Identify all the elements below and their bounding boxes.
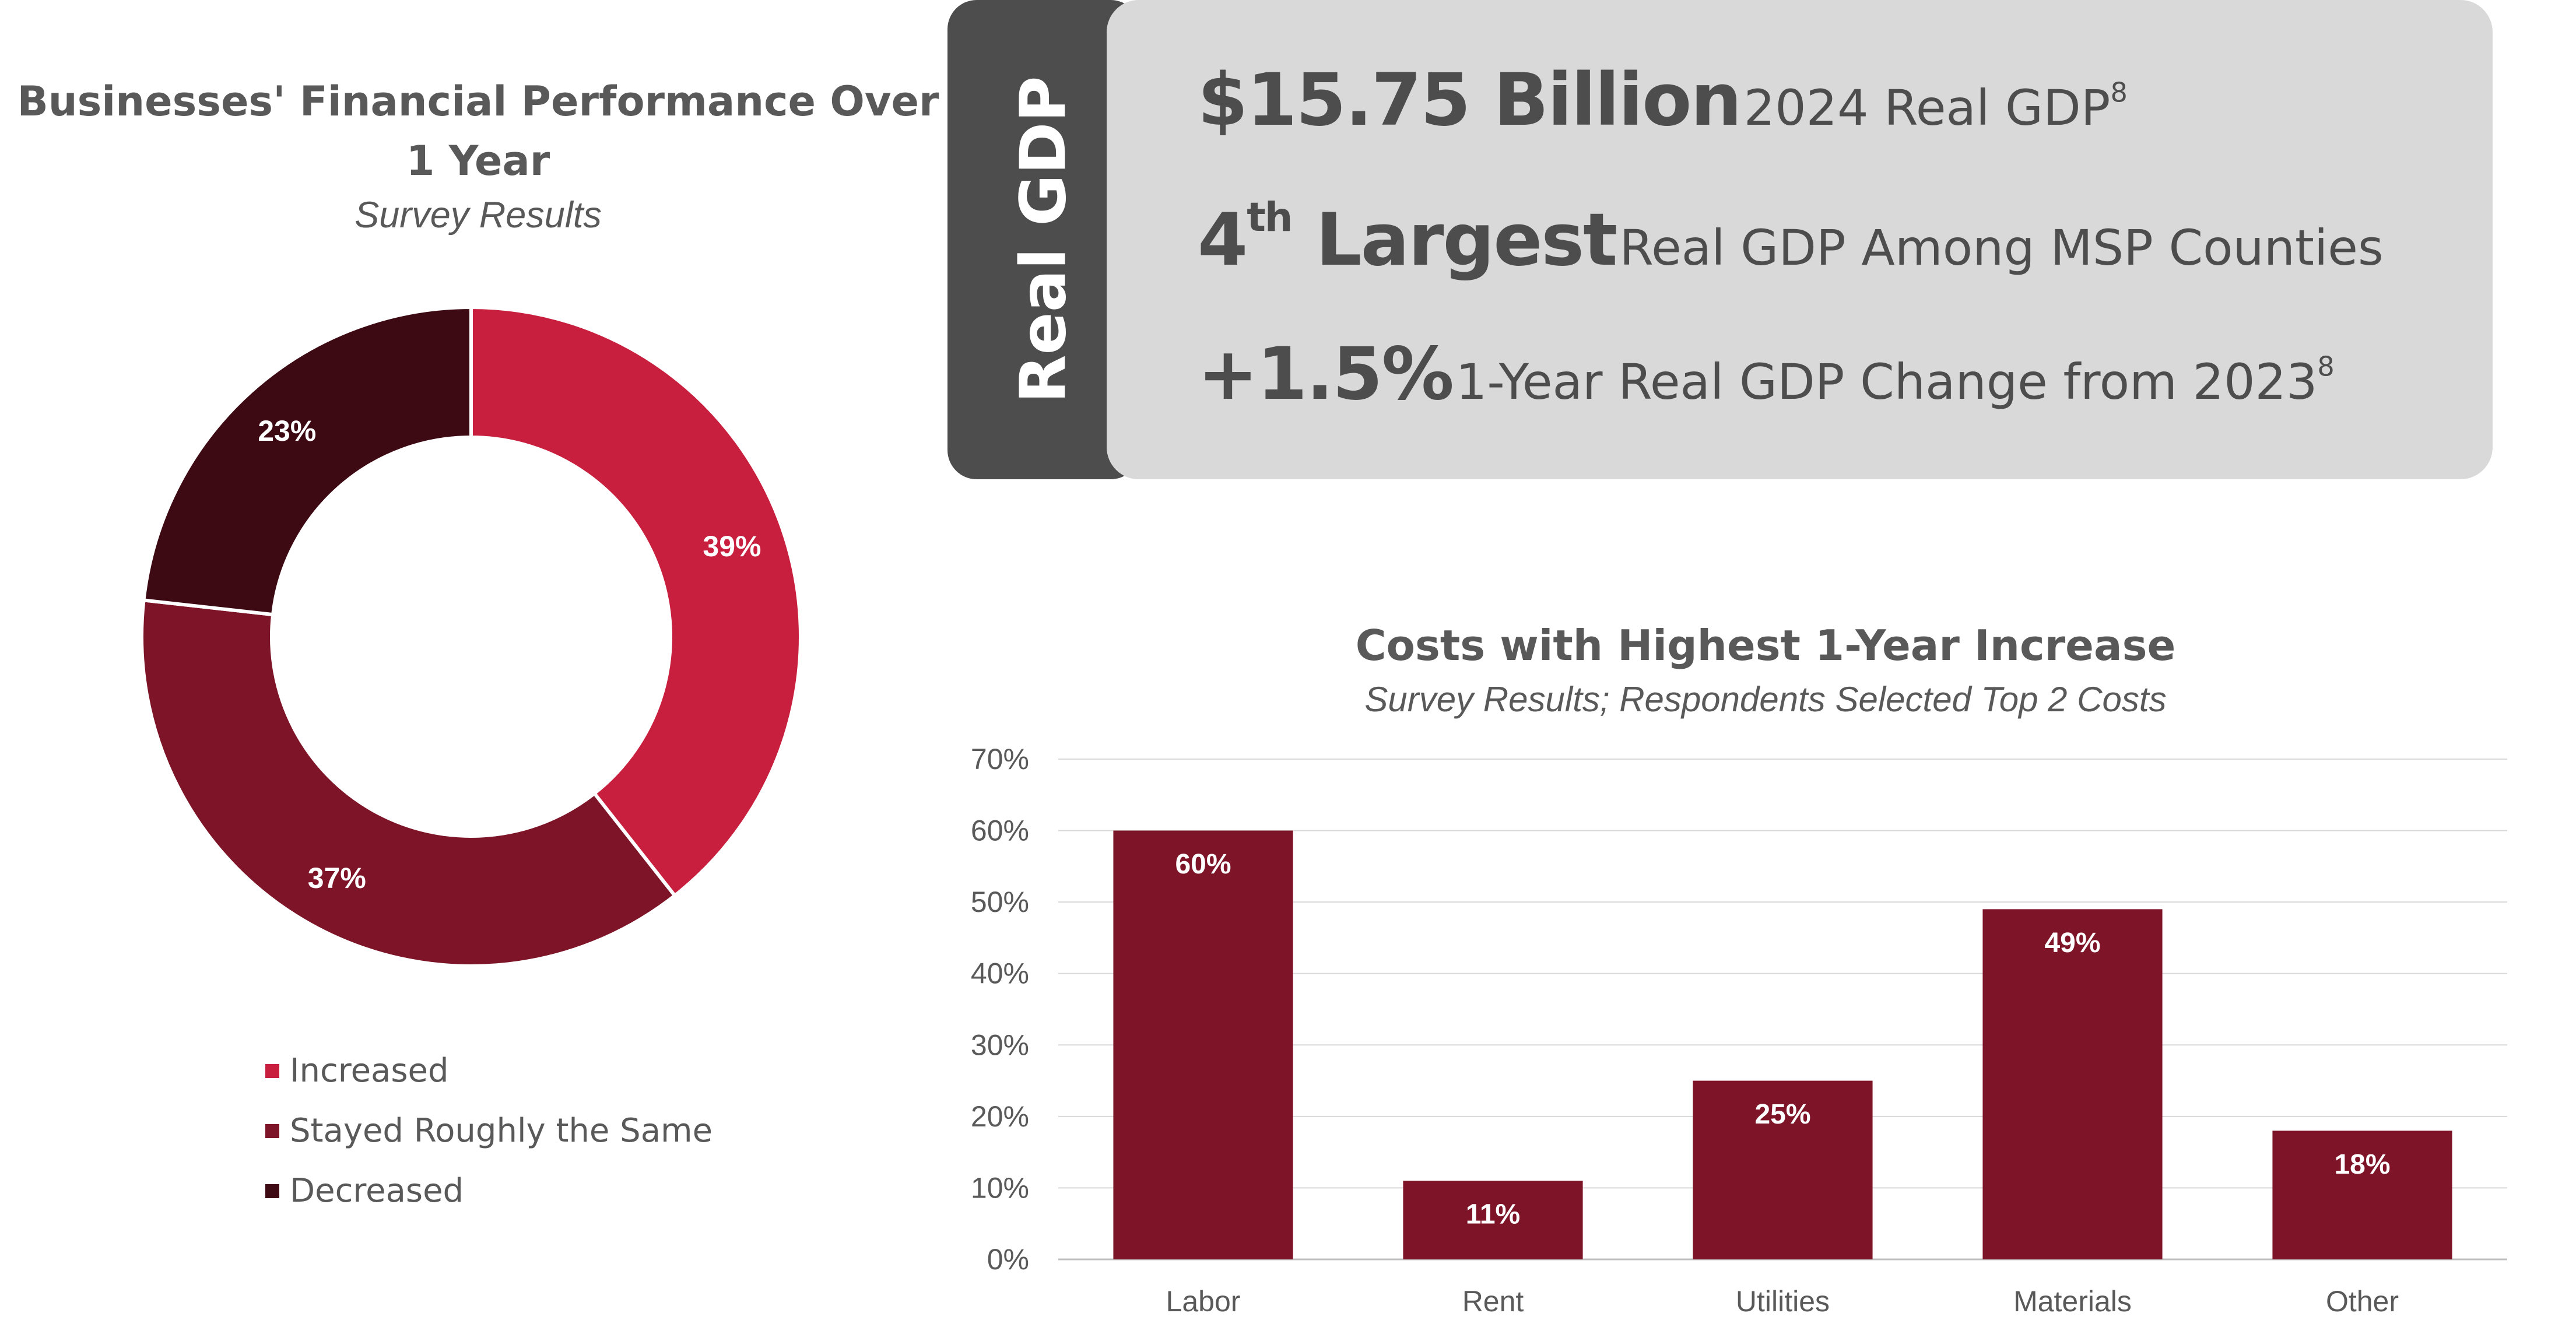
y-tick-label: 60%: [971, 815, 1029, 847]
legend-label-decreased: Decreased: [290, 1172, 464, 1210]
bar-data-label: 60%: [1175, 849, 1231, 880]
gdp-stat-change-label: 1-Year Real GDP Change from 20238: [1456, 353, 2335, 410]
gdp-stat-total: $15.75 Billion 2024 Real GDP8: [1198, 58, 2128, 142]
y-tick-label: 30%: [971, 1028, 1029, 1061]
legend-swatch-stayed-same: [265, 1124, 279, 1138]
donut-slice-stayed-same: [140, 598, 678, 968]
gdp-stat-rank-value: 4th Largest: [1198, 195, 1618, 282]
gdp-stat-total-label-text: 2024 Real GDP: [1743, 79, 2111, 136]
y-tick-label: 50%: [971, 886, 1029, 918]
gdp-stat-rank-label: Real GDP Among MSP Counties: [1619, 219, 2384, 276]
donut-slice-increased: [469, 305, 802, 898]
bar-data-label: 25%: [1754, 1099, 1810, 1130]
gdp-stat-change-footnote: 8: [2317, 350, 2335, 382]
legend-label-stayed-same: Stayed Roughly the Same: [290, 1112, 713, 1150]
bar-labor: [1113, 830, 1293, 1259]
real-gdp-tab-label: Real GDP: [1007, 76, 1080, 403]
bar-chart-title: Costs with Highest 1-Year Increase: [1355, 621, 2176, 670]
real-gdp-panel: Real GDP $15.75 Billion 2024 Real GDP8 4…: [947, 0, 2493, 479]
donut-slice-decreased: [142, 305, 473, 617]
y-tick-label: 70%: [971, 743, 1029, 775]
gdp-stat-change-label-text: 1-Year Real GDP Change from 2023: [1455, 353, 2318, 410]
y-tick-label: 20%: [971, 1100, 1029, 1133]
bar-data-label: 18%: [2334, 1149, 2390, 1180]
donut-chart: 39% 37% 23%: [140, 305, 802, 968]
gdp-stat-total-label: 2024 Real GDP8: [1744, 79, 2128, 136]
bar-other: [2272, 1131, 2452, 1259]
gdp-stat-rank-ordinal: th: [1247, 195, 1293, 241]
bar-data-label: 11%: [1466, 1199, 1520, 1230]
donut-label-stayed-same: 37%: [308, 862, 366, 894]
bar-rent: [1403, 1181, 1583, 1259]
y-tick-label: 0%: [987, 1243, 1029, 1276]
legend-item-stayed-same: Stayed Roughly the Same: [265, 1101, 713, 1161]
legend-swatch-decreased: [265, 1184, 279, 1198]
donut-chart-subtitle: Survey Results: [355, 195, 602, 236]
y-tick-label: 10%: [971, 1171, 1029, 1204]
gdp-stat-total-footnote: 8: [2110, 76, 2128, 108]
legend-label-increased: Increased: [290, 1052, 449, 1090]
legend-item-decreased: Decreased: [265, 1161, 713, 1221]
y-tick-label: 40%: [971, 957, 1029, 990]
donut-legend: Increased Stayed Roughly the Same Decrea…: [265, 1041, 713, 1221]
legend-item-increased: Increased: [265, 1041, 713, 1101]
donut-label-decreased: 23%: [258, 415, 316, 447]
x-tick-label: Labor: [1166, 1285, 1241, 1318]
bar-utilities: [1693, 1080, 1873, 1259]
bar-data-label: 49%: [2044, 928, 2100, 959]
gdp-stat-rank-word: Largest: [1315, 198, 1618, 282]
bar-chart-subtitle: Survey Results; Respondents Selected Top…: [1364, 680, 2167, 719]
x-tick-label: Other: [2326, 1285, 2399, 1318]
donut-label-increased: 39%: [703, 530, 761, 563]
gdp-stat-change-value: +1.5%: [1198, 332, 1454, 416]
donut-chart-title: Businesses' Financial Performance Over 1…: [17, 78, 939, 185]
x-tick-label: Utilities: [1736, 1285, 1830, 1318]
bar-materials: [1982, 909, 2163, 1259]
donut-chart-panel: Businesses' Financial Performance Over 1…: [0, 0, 945, 1320]
real-gdp-stats-box: $15.75 Billion 2024 Real GDP8 4th Larges…: [1107, 0, 2493, 479]
x-tick-label: Rent: [1462, 1285, 1524, 1318]
gdp-stat-rank: 4th Largest Real GDP Among MSP Counties: [1198, 198, 2384, 282]
gdp-stat-change: +1.5% 1-Year Real GDP Change from 20238: [1198, 332, 2335, 416]
gdp-stat-total-value: $15.75 Billion: [1198, 58, 1742, 142]
legend-swatch-increased: [265, 1063, 279, 1078]
gdp-stat-rank-number: 4: [1198, 198, 1248, 282]
x-tick-label: Materials: [2013, 1285, 2132, 1318]
